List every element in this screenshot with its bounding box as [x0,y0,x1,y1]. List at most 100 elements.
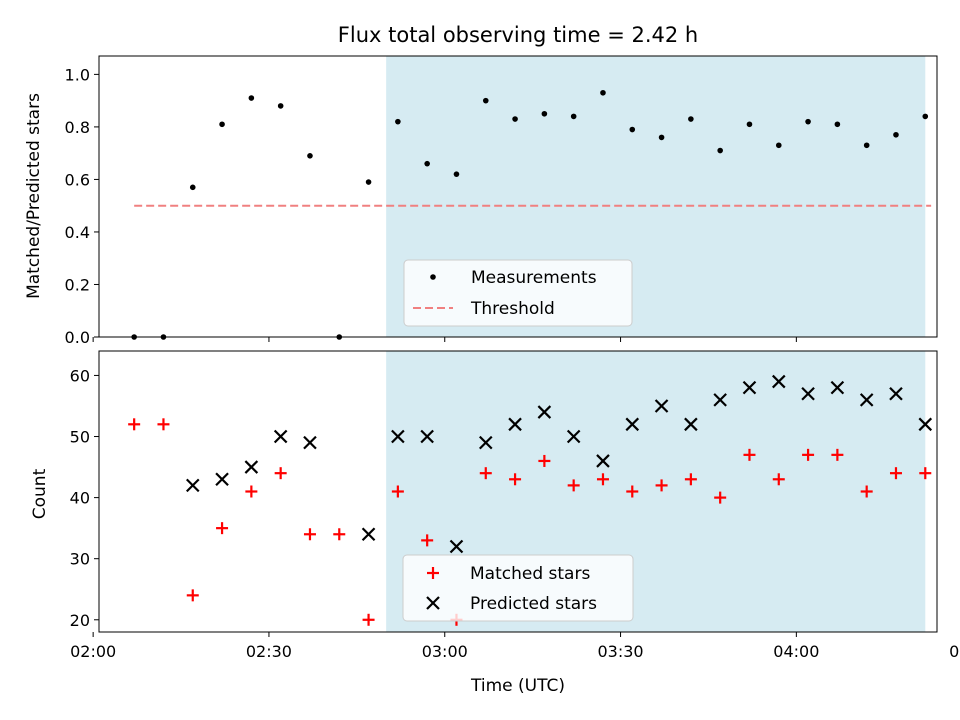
measurement-point [277,103,284,109]
matched-star-point [509,473,522,486]
predicted-star-point [303,435,317,450]
measurement-point [863,142,870,149]
predicted-star-point [742,380,757,395]
top-x-tick-marks [92,337,797,342]
matched-star-point [684,473,697,486]
measurement-point [688,116,694,122]
y-tick-label: 0.4 [65,223,90,242]
matched-star-point [128,418,141,431]
predicted-star-point [508,417,522,432]
matched-star-point [186,589,199,602]
predicted-star-point [244,460,259,474]
legend-threshold-label: Threshold [470,299,555,319]
predicted-star-point [420,429,434,444]
y-tick-label: 30 [70,550,90,569]
measurement-point [893,131,899,138]
matched-star-point [362,613,375,626]
matched-star-point [772,473,785,486]
matched-star-point [157,418,170,431]
y-tick-label: 20 [70,611,90,630]
measurement-point [834,121,841,128]
matched-star-point [831,448,844,461]
measurement-point [424,160,430,167]
x-tick-label: 02:00 [70,642,116,661]
predicted-star-point [684,417,698,432]
y-tick-label: 50 [70,428,90,447]
measurement-point [482,97,489,104]
measurement-points [131,89,929,340]
y-tick-label: 0.2 [65,275,90,294]
measurement-point [189,184,196,191]
measurement-point [600,89,606,96]
predicted-star-point [537,405,552,419]
matched-star-point [889,467,902,480]
legend-measurements-label: Measurements [471,268,597,288]
x-tick-label: 02:30 [246,642,292,661]
measurement-point [717,147,723,154]
measurement-point [307,152,313,159]
matched-star-points [128,418,932,626]
x-tick-label: 03:00 [422,642,468,661]
x-axis-label: Time (UTC) [470,676,565,696]
measurement-point [248,95,255,101]
y-tick-label: 0.8 [65,118,90,137]
matched-star-point [655,479,668,492]
predicted-star-point [830,380,845,395]
matched-star-point [626,485,639,498]
matched-star-point [743,448,756,461]
matched-star-point [303,528,316,541]
matched-star-point [421,534,434,547]
predicted-star-point [654,399,669,413]
predicted-star-point [859,393,874,407]
bottom-y-ticks: 20 30 40 50 60 [70,366,99,630]
y-tick-label: 40 [70,489,90,508]
bottom-axes-frame [98,350,938,633]
predicted-star-point [771,374,786,389]
top-y-ticks: 0.0 0.2 0.4 0.6 0.8 1.0 [65,65,99,347]
predicted-star-point [391,429,405,444]
measurement-point [922,113,929,120]
legend-matched-label: Matched stars [470,564,590,584]
measurement-point [775,142,782,149]
bottom-legend: Matched stars Predicted stars [402,554,634,622]
measurement-point [395,118,401,125]
bottom-x-ticks: 02:00 02:30 03:00 03:30 04:00 04:30 [70,632,960,661]
predicted-star-point [918,417,933,432]
matched-star-point [538,454,551,467]
matched-star-point [714,491,727,504]
measurement-point [629,126,636,133]
top-legend-box [403,259,633,327]
x-tick-label: 03:30 [597,642,643,661]
measurement-point [658,134,665,141]
top-legend: Measurements Threshold [403,259,633,327]
top-panel: 0.0 0.2 0.4 0.6 0.8 1.0 Flux total observing … [24,23,938,347]
measurement-point [512,116,518,122]
predicted-star-point [185,478,200,493]
matched-star-point [274,467,287,480]
matched-star-point [333,528,346,541]
matched-star-point [391,485,404,498]
predicted-star-point [801,386,815,401]
matched-star-point [596,473,609,486]
measurement-point [805,118,811,125]
matched-star-point [802,448,815,461]
matched-star-point [245,485,258,498]
legend-predicted-marker [426,596,440,610]
legend-predicted-label: Predicted stars [470,594,597,614]
measurement-point [453,171,460,177]
legend-matched-marker [427,567,439,579]
predicted-star-point [449,539,464,554]
predicted-star-point [889,386,903,401]
legend-measurements-marker [430,274,436,280]
chart-title: Flux total observing time = 2.42 h [338,23,698,47]
matched-star-point [567,479,580,492]
measurement-point [570,113,577,120]
predicted-star-point [215,472,229,487]
y-tick-label: 60 [70,366,90,385]
top-y-axis-label: Matched/Predicted stars [24,93,44,299]
matched-star-point [919,467,932,480]
y-tick-label: 0.0 [65,328,90,347]
predicted-star-point [566,429,581,444]
predicted-star-point [713,393,727,407]
